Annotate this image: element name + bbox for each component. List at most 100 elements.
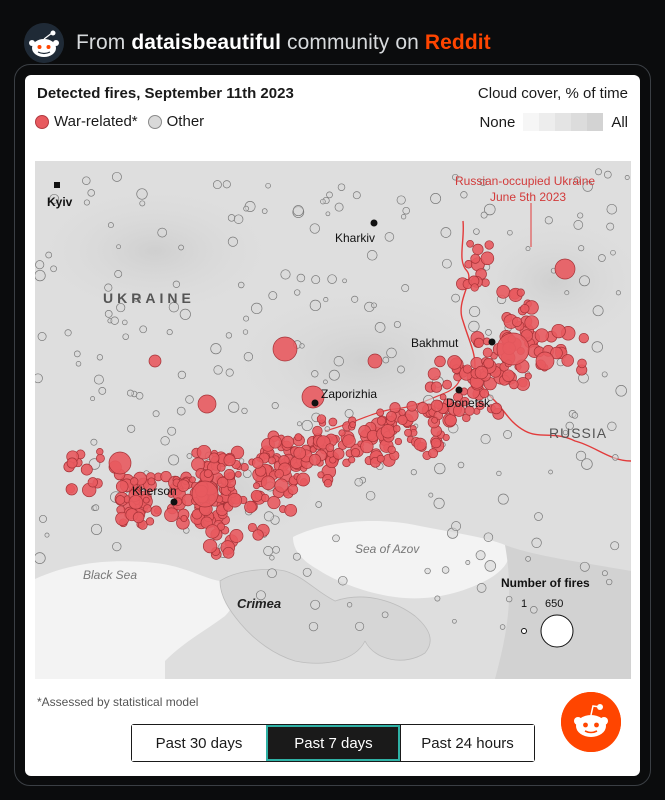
war-fire-dot [309, 453, 321, 466]
war-fire-dot [376, 454, 385, 463]
war-fire-dot [380, 424, 396, 439]
other-fire-dot [90, 396, 96, 402]
war-fire-dot [496, 284, 511, 299]
war-fire-dot [272, 336, 298, 362]
black-sea [35, 561, 235, 679]
other-fire-dot [565, 421, 574, 431]
other-fire-dot [451, 521, 462, 532]
time-range-tabs: Past 30 days Past 7 days Past 24 hours [131, 724, 535, 762]
other-fire-dot [45, 251, 53, 259]
community-avatar-icon[interactable] [24, 23, 64, 63]
cloud-cover-high: All [611, 113, 628, 131]
other-fire-dot [355, 621, 365, 631]
other-fire-dot [172, 280, 181, 288]
other-fire-dot [473, 228, 480, 235]
war-fire-dot [482, 347, 493, 358]
other-fire-dot [87, 189, 95, 197]
header-text: From dataisbeautiful community on Reddit [76, 31, 491, 55]
war-fire-dot [281, 435, 295, 449]
war-fire-dot [460, 396, 470, 407]
war-fire-dot [577, 358, 587, 369]
platform-name[interactable]: Reddit [424, 31, 491, 54]
other-fire-dot [457, 461, 465, 469]
other-fire-dot [434, 462, 446, 475]
other-fire-dot [475, 550, 486, 561]
war-fire-dot [470, 253, 481, 264]
war-fire-dot [434, 355, 446, 368]
community-name[interactable]: dataisbeautiful [131, 31, 282, 54]
other-fire-dot [326, 191, 333, 199]
war-fire-dot [325, 443, 335, 453]
other-fire-dot [468, 320, 480, 333]
other-fire-dot [233, 214, 244, 224]
war-fire-dot [293, 446, 306, 460]
other-fire-dot [222, 180, 231, 189]
war-fire-dot [511, 316, 523, 327]
other-fire-dot [592, 305, 604, 317]
other-legend-label: Other [166, 113, 205, 130]
other-fire-dot [531, 537, 542, 548]
war-fire-dot [296, 472, 311, 487]
kharkiv-label: Kharkiv [335, 231, 375, 245]
occupied-label-line1: Russian-occupied Ukraine [455, 174, 595, 188]
cloud-cover-scale: None All [479, 113, 628, 131]
fire-map[interactable]: Kyiv Kharkiv Bakhmut Zaporizhia Donetsk … [35, 161, 631, 679]
other-fire-dot [337, 183, 346, 191]
war-fire-dot [484, 240, 494, 250]
other-fire-dot [479, 178, 487, 186]
war-fire-dot [430, 399, 443, 412]
other-fire-dot [122, 319, 128, 326]
war-fire-dot [442, 433, 450, 442]
war-fire-dot [150, 505, 162, 517]
other-fire-dot [135, 392, 144, 400]
other-fire-dot [122, 333, 129, 340]
other-fire-dot [610, 249, 616, 256]
other-fire-dot [352, 191, 361, 200]
other-fire-dot [578, 245, 585, 252]
war-fire-dot [234, 470, 242, 478]
other-fire-dot [127, 424, 136, 433]
other-fire-dot [126, 389, 134, 397]
post-header: From dataisbeautiful community on Reddit [24, 22, 491, 64]
war-fire-dot [431, 416, 438, 424]
other-fire-dot [452, 173, 459, 181]
tab-past-30-days[interactable]: Past 30 days [132, 725, 266, 761]
reddit-logo-icon[interactable] [561, 692, 621, 752]
war-fire-dot [367, 353, 383, 369]
war-fire-dot [430, 437, 442, 449]
war-fire-dot [217, 476, 229, 489]
other-fire-dot [603, 170, 612, 179]
war-fire-dot [466, 239, 474, 248]
war-fire-dot [115, 495, 126, 505]
other-fire-dot [98, 387, 107, 395]
war-fire-dot [252, 529, 264, 541]
tab-past-24-hours[interactable]: Past 24 hours [400, 725, 534, 761]
other-fire-dot [280, 269, 291, 280]
war-fire-dot [267, 496, 281, 510]
tab-past-7-days[interactable]: Past 7 days [266, 725, 400, 761]
other-fire-dot [591, 341, 603, 353]
other-fire-dot [39, 514, 47, 523]
other-fire-dot [371, 302, 377, 309]
header-middle: community on [286, 31, 419, 54]
war-fire-dot [142, 496, 150, 504]
other-fire-dot [242, 329, 249, 335]
war-fire-dot [393, 424, 401, 433]
other-fire-dot [401, 284, 410, 293]
war-fire-dot [65, 483, 78, 496]
other-fire-dot [50, 265, 57, 273]
other-fire-dot [440, 227, 452, 238]
other-fire-dot [104, 310, 113, 318]
war-fire-dot [439, 393, 447, 401]
war-fire-dot [148, 354, 162, 368]
other-fire-dot [107, 222, 114, 229]
other-fire-dot [577, 212, 584, 219]
war-fire-dot [267, 456, 276, 465]
size-legend-small [521, 628, 527, 634]
other-fire-dot [168, 302, 180, 313]
other-fire-dot [487, 394, 494, 401]
other-fire-dot [302, 567, 312, 577]
other-fire-dot [564, 290, 570, 296]
other-fire-dot [430, 193, 442, 204]
war-fire-dot [316, 414, 327, 424]
